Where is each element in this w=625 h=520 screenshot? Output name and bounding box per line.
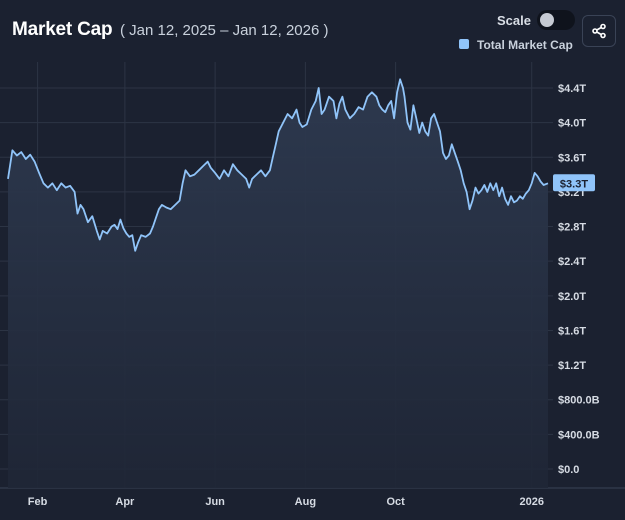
chart-header: Market Cap ( Jan 12, 2025 – Jan 12, 2026… [0,0,625,62]
x-tick-label: Feb [28,496,48,508]
x-tick-label: Oct [386,496,405,508]
y-tick-label: $2.8T [558,222,586,234]
share-icon [592,23,606,39]
y-tick-label: $2.0T [558,291,586,303]
y-tick-label: $3.6T [558,152,586,164]
y-tick-label: $1.2T [558,360,586,372]
share-button[interactable] [582,15,616,47]
x-tick-label: Apr [115,496,135,508]
legend-swatch [459,39,469,49]
x-axis: Feb Apr Jun Aug Oct 2026 [28,496,544,508]
current-value-tag: $3.3T [553,174,595,192]
y-tick-label: $400.0B [558,429,600,441]
current-value-label: $3.3T [560,178,588,190]
y-tick-label: $4.0T [558,118,586,130]
current-value-badge [553,174,595,192]
x-tick-label: Aug [295,496,316,508]
x-tick-label: 2026 [519,496,543,508]
date-range: ( Jan 12, 2025 – Jan 12, 2026 ) [120,22,329,39]
scale-label: Scale [497,13,531,28]
y-tick-label: $800.0B [558,395,600,407]
toggle-knob [540,13,554,27]
y-tick-label: $0.0 [558,464,579,476]
y-axis: $0.0 $400.0B $800.0B $1.2T $1.6T $2.0T $2.4T $2… [558,83,600,476]
legend-label: Total Market Cap [477,38,573,52]
page-title: Market Cap [12,19,113,40]
y-tick-label: $4.4T [558,83,586,95]
area-fill [8,79,548,489]
y-tick-label: $1.6T [558,325,586,337]
market-cap-chart[interactable]: $0.0 $400.0B $800.0B $1.2T $1.6T $2.0T $2.4T $2… [0,62,625,520]
y-tick-label: $2.4T [558,256,586,268]
series-line [7,78,549,252]
x-tick-label: Jun [205,496,225,508]
scale-toggle[interactable] [537,10,575,30]
